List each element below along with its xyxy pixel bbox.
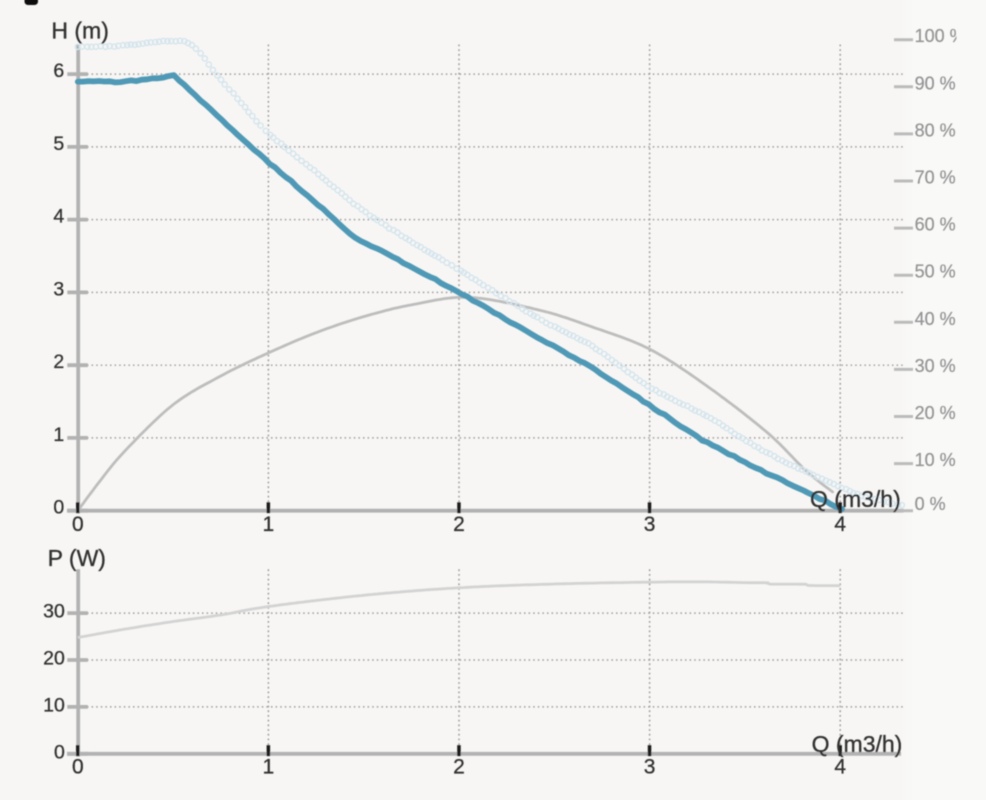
svg-text:2: 2 — [453, 755, 465, 778]
svg-text:20 %: 20 % — [915, 403, 956, 423]
svg-text:1: 1 — [263, 755, 275, 778]
svg-text:4: 4 — [53, 206, 64, 228]
svg-text:3: 3 — [53, 278, 64, 300]
svg-text:2: 2 — [453, 513, 465, 536]
svg-text:30: 30 — [43, 601, 65, 623]
svg-text:0: 0 — [72, 755, 84, 778]
svg-text:10: 10 — [43, 694, 65, 716]
svg-text:P (W): P (W) — [48, 545, 106, 571]
svg-text:50 %: 50 % — [915, 262, 956, 282]
svg-text:40 %: 40 % — [915, 309, 956, 329]
svg-text:1: 1 — [53, 424, 64, 446]
svg-text:6: 6 — [53, 60, 64, 82]
svg-text:70 %: 70 % — [915, 168, 956, 188]
svg-text:0: 0 — [54, 741, 65, 763]
svg-text:Q (m3/h): Q (m3/h) — [812, 731, 903, 757]
svg-text:5: 5 — [53, 133, 64, 155]
svg-text:0: 0 — [72, 513, 84, 536]
svg-text:3: 3 — [644, 513, 656, 536]
svg-text:0: 0 — [53, 497, 64, 519]
svg-text:20: 20 — [43, 648, 65, 670]
svg-text:2: 2 — [53, 351, 64, 373]
svg-text:4: 4 — [834, 755, 846, 778]
svg-text:4: 4 — [834, 513, 846, 536]
svg-text:100 %: 100 % — [915, 26, 966, 46]
svg-text:80 %: 80 % — [915, 120, 956, 140]
svg-text:60 %: 60 % — [915, 215, 956, 235]
svg-text:Q (m3/h): Q (m3/h) — [810, 486, 901, 512]
svg-text:90 %: 90 % — [915, 73, 956, 93]
svg-text:10 %: 10 % — [915, 450, 956, 470]
svg-text:3: 3 — [644, 755, 656, 778]
svg-text:0 %: 0 % — [915, 494, 946, 514]
svg-text:1: 1 — [263, 513, 275, 536]
svg-text:H (m): H (m) — [51, 18, 108, 44]
svg-text:30 %: 30 % — [915, 356, 956, 376]
